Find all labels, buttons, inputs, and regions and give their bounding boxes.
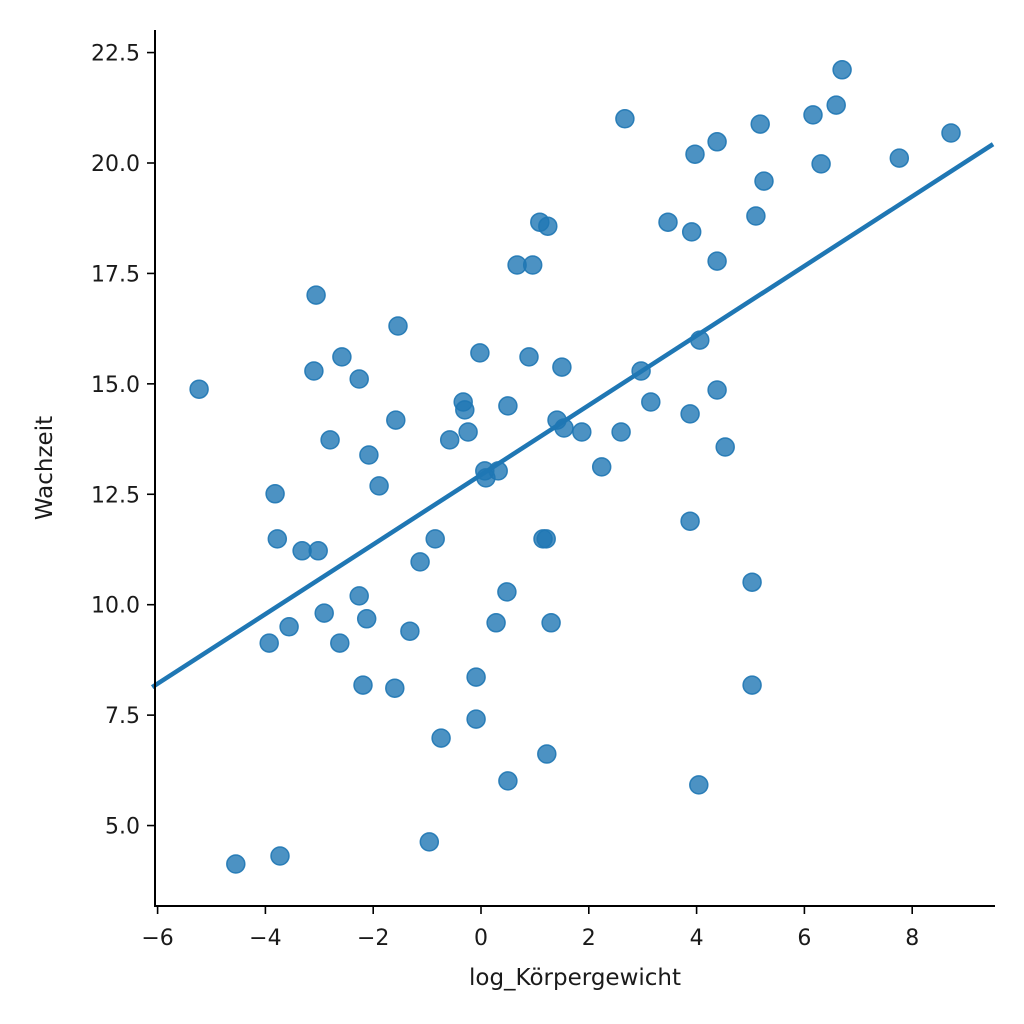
data-point [680, 511, 700, 531]
data-point [267, 529, 288, 549]
data-point [707, 251, 727, 271]
data-point [320, 430, 340, 450]
data-point [349, 369, 369, 389]
data-point [425, 529, 445, 549]
data-point [410, 552, 430, 572]
data-point [707, 132, 727, 152]
data-point [353, 675, 373, 695]
x-axis-ticks: −6 −4 −2 0 2 4 6 8 [141, 906, 919, 951]
data-point [497, 582, 517, 602]
data-point [541, 613, 561, 633]
data-point [388, 316, 408, 336]
data-point [538, 216, 558, 236]
data-point [306, 285, 326, 305]
x-tick-label: −6 [141, 926, 173, 951]
data-point [522, 255, 543, 275]
data-point [641, 392, 661, 412]
data-point [572, 422, 592, 442]
data-point [941, 123, 961, 143]
data-point [359, 445, 379, 465]
data-point [259, 633, 279, 653]
data-point [466, 667, 486, 687]
data-point [680, 404, 700, 424]
data-point [826, 95, 846, 115]
data-point [591, 457, 612, 477]
x-tick-label: 8 [905, 926, 919, 951]
x-axis-label: log_Körpergewicht [469, 965, 681, 991]
x-tick-label: 0 [474, 926, 488, 951]
data-point [754, 171, 774, 191]
data-point [498, 771, 518, 791]
data-point [226, 854, 246, 874]
data-point [439, 430, 460, 450]
data-point [750, 114, 770, 134]
x-tick-label: 6 [797, 926, 811, 951]
data-point [689, 775, 709, 795]
data-point [330, 633, 350, 653]
data-point [400, 621, 420, 641]
y-tick-label: 5.0 [105, 815, 140, 840]
data-point [707, 380, 727, 400]
data-point [552, 357, 572, 377]
data-point [419, 832, 440, 852]
data-point [832, 60, 852, 80]
y-axis-ticks: 5.0 7.5 10.0 12.5 15.0 17.5 20.0 22.5 [91, 42, 155, 840]
data-point [658, 212, 678, 232]
y-tick-label: 12.5 [91, 483, 140, 508]
data-point [431, 728, 451, 748]
data-point [519, 347, 539, 367]
data-point [189, 379, 209, 399]
data-point [369, 476, 389, 496]
data-points [189, 60, 961, 874]
y-axis-label: Wachzeit [32, 416, 58, 520]
data-point [332, 347, 352, 367]
data-point [681, 222, 702, 242]
data-point [715, 437, 735, 457]
y-tick-label: 7.5 [105, 704, 140, 729]
data-point [466, 709, 486, 729]
data-point [811, 154, 831, 174]
data-point [308, 541, 328, 561]
x-tick-label: 4 [690, 926, 704, 951]
data-point [470, 343, 490, 363]
data-point [889, 148, 910, 168]
data-point [304, 361, 324, 381]
data-point [349, 586, 369, 606]
x-tick-label: −4 [249, 926, 281, 951]
data-point [314, 603, 334, 623]
data-point [385, 678, 405, 698]
data-point [386, 410, 406, 430]
data-point [742, 572, 762, 592]
data-point [537, 744, 557, 764]
y-tick-label: 10.0 [91, 594, 140, 619]
data-point [746, 206, 766, 226]
data-point [455, 400, 475, 420]
data-point [270, 846, 290, 866]
data-point [742, 675, 762, 695]
x-tick-label: 2 [582, 926, 596, 951]
regression-line [150, 142, 995, 690]
data-point [611, 422, 631, 442]
data-point [803, 105, 823, 125]
x-tick-label: −2 [357, 926, 389, 951]
data-point [498, 396, 518, 416]
y-tick-label: 15.0 [91, 373, 140, 398]
data-point [265, 484, 285, 504]
y-tick-label: 20.0 [91, 152, 140, 177]
y-tick-label: 22.5 [91, 42, 140, 67]
data-point [292, 541, 312, 561]
data-point [356, 609, 377, 629]
data-point [536, 529, 556, 549]
data-point [685, 144, 705, 164]
y-tick-label: 17.5 [91, 262, 140, 287]
data-point [458, 422, 478, 442]
data-point [615, 109, 635, 129]
data-point [486, 613, 506, 633]
data-point [279, 617, 299, 637]
